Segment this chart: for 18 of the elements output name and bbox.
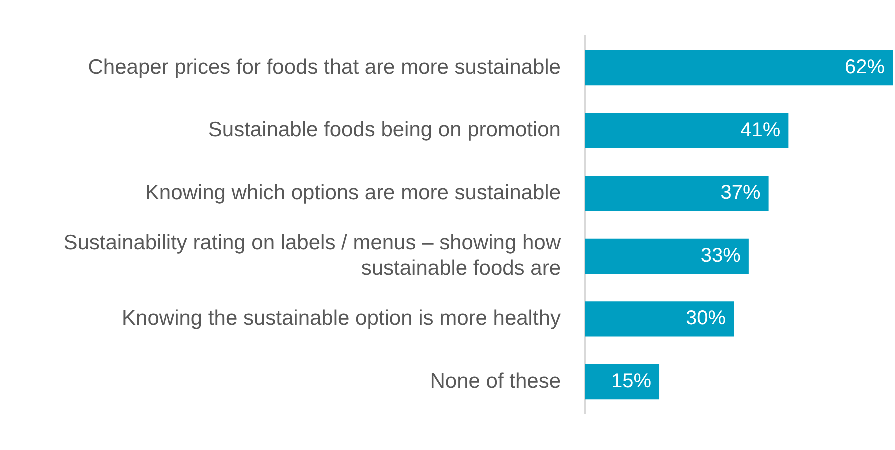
bar <box>585 176 769 212</box>
bar <box>585 302 734 337</box>
y-tick-label: Knowing which options are more sustainable <box>145 181 561 204</box>
data-label: 62% <box>844 56 886 79</box>
data-label: 15% <box>611 370 652 393</box>
data-label: 41% <box>740 119 781 142</box>
data-label: 37% <box>720 182 762 204</box>
y-tick-label: Sustainable foods being on promotion <box>208 118 561 142</box>
bar <box>585 364 660 400</box>
y-tick-label: None of these <box>430 370 561 393</box>
bar <box>585 50 893 86</box>
y-tick-label: Sustainability rating on labels / menus – showing how sustainable foods are <box>64 232 562 280</box>
data-label: 30% <box>686 308 726 330</box>
bar <box>585 238 749 274</box>
y-tick-label: Cheaper prices for foods that are more sustainable <box>88 56 561 79</box>
data-label: 33% <box>700 244 742 267</box>
y-tick-label: Knowing the sustainable option is more healthy <box>122 306 562 330</box>
bar <box>585 113 789 148</box>
